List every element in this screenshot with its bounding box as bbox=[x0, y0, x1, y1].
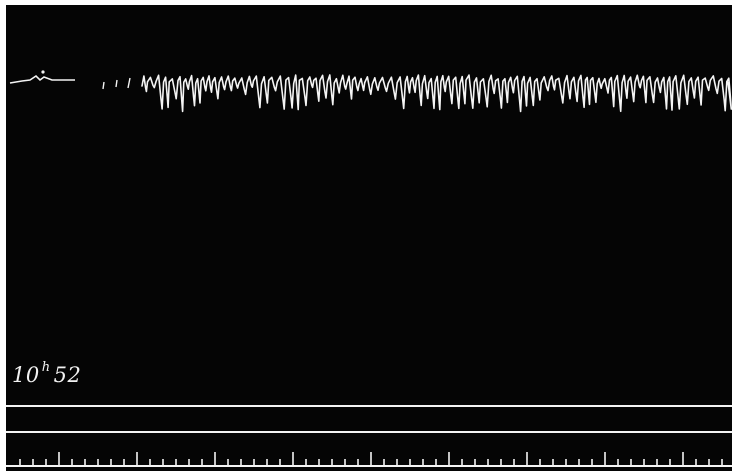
time-hour-mark: h bbox=[41, 360, 51, 375]
trace-dot bbox=[41, 70, 45, 74]
time-annotation: 10 h 52 bbox=[12, 360, 82, 387]
time-minutes: 52 bbox=[53, 363, 82, 387]
contraction-trace bbox=[141, 74, 733, 113]
gap-marks bbox=[102, 77, 131, 90]
time-ticks bbox=[19, 452, 723, 466]
time-hours: 10 bbox=[12, 363, 40, 387]
trace-start-fragment bbox=[9, 74, 75, 84]
